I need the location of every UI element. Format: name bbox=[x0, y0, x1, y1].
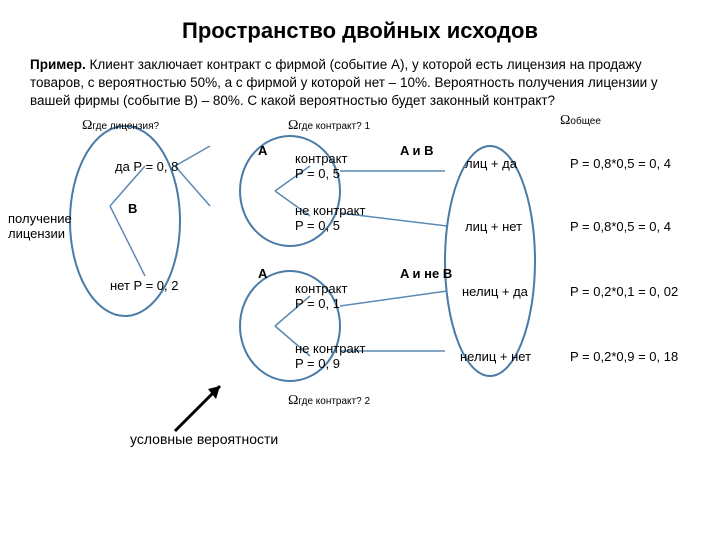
license-obtain: получение лицензии bbox=[8, 211, 78, 242]
p-nc1: P = 0, 5 bbox=[295, 218, 340, 234]
A1: A bbox=[258, 143, 267, 159]
omega-license: Ωгде лицензия? bbox=[82, 116, 159, 135]
outcome2: лиц + нет bbox=[465, 219, 522, 235]
p-nc2: P = 0, 9 bbox=[295, 356, 340, 372]
omega-total: Ωобщее bbox=[560, 111, 601, 130]
A-and-B: A и B bbox=[400, 143, 434, 159]
footer-label: условные вероятности bbox=[130, 431, 278, 448]
result1: P = 0,8*0,5 = 0, 4 bbox=[570, 156, 671, 172]
event-B: B bbox=[128, 201, 137, 217]
nocontract1: не контракт bbox=[295, 203, 365, 219]
result4: P = 0,2*0,9 = 0, 18 bbox=[570, 349, 678, 365]
A-and-notB: A и не B bbox=[400, 266, 452, 282]
result2: P = 0,8*0,5 = 0, 4 bbox=[570, 219, 671, 235]
outcome4: нелиц + нет bbox=[460, 349, 531, 365]
contract2: контракт bbox=[295, 281, 347, 297]
result3: P = 0,2*0,1 = 0, 02 bbox=[570, 284, 678, 300]
A2: A bbox=[258, 266, 267, 282]
contract1: контракт bbox=[295, 151, 347, 167]
p-c1: P = 0, 5 bbox=[295, 166, 340, 182]
p-c2: P = 0, 1 bbox=[295, 296, 340, 312]
omega-contract2: Ωгде контракт? 2 bbox=[288, 391, 370, 410]
outcome3: нелиц + да bbox=[462, 284, 528, 300]
problem-text: Пример. Клиент заключает контракт с фирм… bbox=[0, 44, 720, 111]
nocontract2: не контракт bbox=[295, 341, 365, 357]
prob-yes: да P = 0, 8 bbox=[115, 159, 178, 175]
prob-no: нет P = 0, 2 bbox=[110, 278, 178, 294]
outcome1: лиц + да bbox=[465, 156, 517, 172]
page-title: Пространство двойных исходов bbox=[0, 0, 720, 44]
omega-contract1: Ωгде контракт? 1 bbox=[288, 116, 370, 135]
diagram: Ωобщее Ωгде лицензия? Ωгде контракт? 1 Ω… bbox=[0, 111, 720, 481]
